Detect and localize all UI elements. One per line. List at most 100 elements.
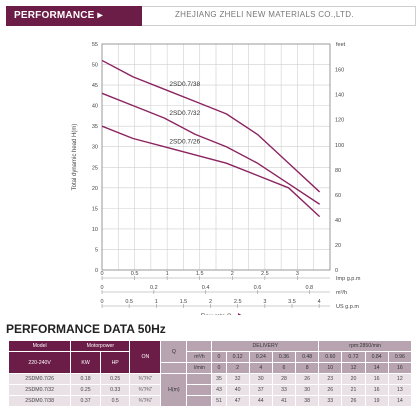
x-tick-label: 1.5 xyxy=(180,299,188,305)
unit-m3h: m³/h xyxy=(186,351,213,363)
x-axis-unit: m³/h xyxy=(336,290,347,296)
hp-cell: 0.25 xyxy=(99,373,131,385)
y2-tick-label: 20 xyxy=(335,243,341,249)
h-value: 23 xyxy=(318,373,343,385)
model-cell: 2SDM0.7/26 xyxy=(7,373,72,385)
performance-chart: 0510152025303540455055020406080100120140… xyxy=(72,42,361,315)
m3h-1: 0.12 xyxy=(225,351,250,363)
table-row: 2SDM0.7/38 0.37 0.5 ¾"/¾" 51 47 44 41 38… xyxy=(7,395,413,407)
performance-table: Model Motorpower ON Q DELIVERY rpm:2850/… xyxy=(7,340,413,407)
kw-cell: 0.37 xyxy=(70,395,101,407)
lmin-7: 14 xyxy=(364,362,389,374)
h-value: 41 xyxy=(271,395,297,407)
h-value: 43 xyxy=(211,384,227,396)
x-tick-label: 2.5 xyxy=(234,299,242,305)
m3h-3: 0.36 xyxy=(271,351,297,363)
h-label-cell: H(m) xyxy=(160,373,188,407)
y2-tick-label: 100 xyxy=(335,143,344,149)
model-header: Model xyxy=(7,340,72,352)
hp-header: HP xyxy=(99,351,131,374)
x-axis-unit: US g.p.m xyxy=(336,304,359,310)
hp-cell: 0.33 xyxy=(99,384,131,396)
h-value: 33 xyxy=(271,384,297,396)
plot-frame xyxy=(101,43,331,271)
h-spacer xyxy=(186,395,213,407)
performance-data-title: PERFORMANCE DATA 50Hz xyxy=(6,322,166,336)
lmin-6: 12 xyxy=(341,362,366,374)
units-spacer xyxy=(186,340,213,352)
y2-tick-label: 160 xyxy=(335,68,344,74)
y-tick-label: 45 xyxy=(92,83,98,89)
x-tick-label: 4 xyxy=(318,299,321,305)
x-tick-label: 0.4 xyxy=(202,285,210,291)
h-value: 32 xyxy=(225,373,250,385)
x-tick-label: 1.5 xyxy=(196,271,204,277)
series-line xyxy=(101,59,321,193)
h-value: 28 xyxy=(271,373,297,385)
kw-header: KW xyxy=(70,351,101,374)
on-cell: ¾"/¾" xyxy=(129,384,162,396)
m3h-4: 0.48 xyxy=(295,351,320,363)
h-spacer xyxy=(186,384,213,396)
y2-tick-label: 0 xyxy=(335,268,338,274)
h-value: 21 xyxy=(341,384,366,396)
y-tick-label: 40 xyxy=(92,104,98,110)
series-line xyxy=(101,92,321,205)
h-value: 13 xyxy=(387,384,413,396)
kw-cell: 0.25 xyxy=(70,384,101,396)
h-value: 35 xyxy=(211,373,227,385)
h-value: 16 xyxy=(364,384,389,396)
rpm-header: rpm:2850/min xyxy=(318,340,412,352)
y-tick-label: 30 xyxy=(92,145,98,151)
m3h-7: 0.84 xyxy=(364,351,389,363)
x-axis-unit: Imp g.p.m xyxy=(336,276,361,282)
x-tick-label: 3.5 xyxy=(288,299,296,305)
y2-tick-label: 60 xyxy=(335,193,341,199)
h-value: 44 xyxy=(248,395,273,407)
y2-tick-label: 80 xyxy=(335,168,341,174)
h-value: 12 xyxy=(387,373,413,385)
unit-lmin: l/min xyxy=(186,362,213,374)
x-tick-label: 0.5 xyxy=(131,271,139,277)
lmin-3: 6 xyxy=(271,362,297,374)
y-axis-title: Total dynamic head H(m) xyxy=(72,124,78,191)
performance-badge: PERFORMANCE ▸ xyxy=(6,6,142,26)
x-tick-label: 3 xyxy=(296,271,299,277)
y-tick-label: 25 xyxy=(92,165,98,171)
table-m3h-row: 220-240V KW HP m³/h 0 0.12 0.24 0.36 0.4… xyxy=(7,351,413,374)
h-value: 30 xyxy=(295,384,320,396)
arrow-icon xyxy=(238,313,242,315)
y2-tick-label: 120 xyxy=(335,118,344,124)
h-spacer xyxy=(186,373,213,385)
arrow-icon: ▸ xyxy=(97,10,103,21)
h-value: 30 xyxy=(248,373,273,385)
y2-tick-label: 40 xyxy=(335,218,341,224)
h-value: 40 xyxy=(225,384,250,396)
x-tick-label: 0 xyxy=(100,299,103,305)
x-tick-label: 2 xyxy=(231,271,234,277)
x-tick-label: 2.5 xyxy=(261,271,269,277)
series-label: 2SD0.7/32 xyxy=(169,110,200,117)
lmin-8: 16 xyxy=(387,362,413,374)
x-tick-label: 3 xyxy=(263,299,266,305)
m3h-8: 0.96 xyxy=(387,351,413,363)
h-value: 33 xyxy=(318,395,343,407)
header-bar: PERFORMANCE ▸ ZHEJIANG ZHELI NEW MATERIA… xyxy=(0,0,420,30)
x-tick-label: 0 xyxy=(100,285,103,291)
x-tick-label: 1 xyxy=(166,271,169,277)
h-value: 47 xyxy=(225,395,250,407)
y-tick-label: 15 xyxy=(92,206,98,212)
y-tick-label: 50 xyxy=(92,63,98,69)
y-tick-label: 0 xyxy=(95,268,98,274)
delivery-header: DELIVERY xyxy=(211,340,320,352)
lmin-1: 2 xyxy=(225,362,250,374)
model-cell: 2SDM0.7/38 xyxy=(7,395,72,407)
lmin-2: 4 xyxy=(248,362,273,374)
m3h-5: 0.60 xyxy=(318,351,343,363)
table-row: 2SDM0.7/32 0.25 0.33 ¾"/¾" 43 40 37 33 3… xyxy=(7,384,413,396)
lmin-4: 8 xyxy=(295,362,320,374)
x-axis-title: Flow rate Q xyxy=(200,314,231,315)
y2-axis-title: feet xyxy=(336,42,346,48)
h-value: 20 xyxy=(341,373,366,385)
x-tick-label: 0 xyxy=(100,271,103,277)
